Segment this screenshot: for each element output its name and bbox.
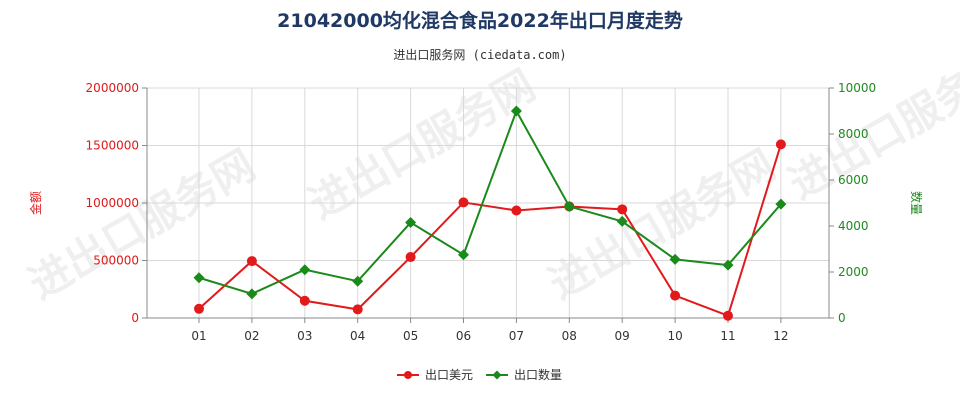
data-point-export-qty [775, 198, 787, 210]
y-axis-left-title: 金额 [28, 191, 43, 215]
data-point-export-usd [246, 256, 257, 267]
data-point-export-usd [194, 303, 204, 314]
data-point-export-usd [405, 252, 416, 263]
y-right-tick-label: 0 [838, 311, 846, 325]
y-left-tick-label: 0 [131, 311, 139, 325]
y-right-tick-label: 8000 [838, 127, 869, 141]
x-tick-label: 05 [403, 329, 418, 343]
x-tick-label: 02 [244, 329, 259, 343]
x-tick-label: 09 [615, 329, 630, 343]
data-point-export-qty [616, 215, 628, 227]
watermark-text: 进出口服务网 [781, 40, 960, 208]
x-tick-label: 07 [509, 329, 524, 343]
watermark-text: 进出口服务网 [541, 140, 784, 308]
y-left-tick-label: 1500000 [86, 139, 139, 153]
series-line-export-usd [198, 144, 782, 318]
data-point-export-qty [669, 253, 681, 265]
data-point-export-usd [723, 310, 733, 321]
y-right-tick-label: 10000 [838, 81, 876, 95]
data-point-export-usd [352, 304, 363, 315]
legend-item-export-qty-marker [492, 370, 502, 380]
x-tick-label: 11 [720, 329, 735, 343]
y-left-tick-label: 2000000 [86, 81, 139, 95]
data-point-export-qty [563, 200, 575, 212]
legend-item-export-usd-marker [404, 371, 412, 379]
data-point-export-qty [458, 249, 469, 261]
x-tick-label: 12 [773, 329, 788, 343]
y-left-tick-label: 1000000 [86, 196, 139, 210]
chart-subtitle: 进出口服务网 (ciedata.com) [393, 48, 567, 62]
y-right-tick-label: 6000 [838, 173, 869, 187]
data-point-export-qty [246, 288, 258, 300]
y-axis-right-title: 数量 [909, 191, 924, 215]
x-tick-label: 08 [562, 329, 577, 343]
x-tick-label: 03 [297, 329, 312, 343]
y-right-tick-label: 2000 [838, 265, 869, 279]
data-point-export-qty [722, 259, 734, 271]
data-point-export-usd [458, 197, 469, 208]
data-point-export-usd [617, 204, 628, 215]
data-point-export-qty [352, 275, 364, 287]
chart-title: 21042000均化混合食品2022年出口月度走势 [277, 10, 683, 32]
y-right-tick-label: 4000 [838, 219, 869, 233]
x-tick-label: 04 [350, 329, 365, 343]
data-point-export-qty [193, 272, 205, 284]
y-left-tick-label: 500000 [93, 254, 139, 268]
x-tick-label: 10 [667, 329, 682, 343]
legend-item-export-qty-label: 出口数量 [514, 367, 562, 382]
data-point-export-usd [511, 205, 522, 216]
x-tick-label: 06 [456, 329, 471, 343]
series-line-export-qty [198, 108, 782, 295]
data-point-export-qty [510, 105, 522, 117]
data-point-export-usd [299, 295, 310, 306]
data-point-export-usd [670, 290, 681, 301]
x-tick-label: 01 [191, 329, 206, 343]
data-point-export-usd [775, 139, 786, 150]
data-point-export-qty [299, 264, 311, 276]
data-point-export-qty [405, 217, 417, 229]
legend-item-export-usd-label: 出口美元 [425, 368, 473, 382]
